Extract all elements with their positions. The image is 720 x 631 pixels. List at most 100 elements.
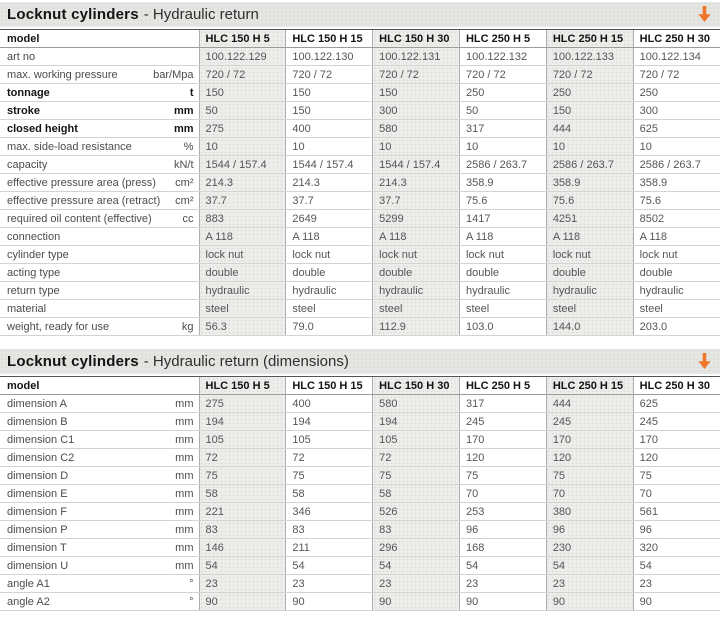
cell-value: hydraulic [632, 281, 720, 300]
cell-value: 23 [285, 574, 373, 593]
cell-value: 2586 / 263.7 [632, 155, 720, 174]
table-row: connection A 118 A 118 A 118 A 118 A 118 A 118 [0, 227, 720, 246]
cell-value: 296 [372, 538, 460, 557]
row-label-cell: mm dimension C2 [0, 448, 199, 467]
cell-value: 10 [632, 137, 720, 156]
cell-value: 150 [372, 83, 460, 102]
cell-value: 194 [372, 412, 460, 431]
row-unit: mm [173, 122, 194, 135]
row-label-cell: cm² effective pressure area (retract) [0, 191, 199, 210]
table-title: Locknut cylinders [7, 353, 139, 370]
cell-value: 245 [545, 412, 634, 431]
column-header: HLC 150 H 5 [198, 376, 286, 395]
cell-value: double [545, 263, 634, 282]
row-label-cell: mm dimension A [0, 394, 199, 413]
cell-value: 54 [372, 556, 460, 575]
table-row: kg weight, ready for use 56.3 79.0 112.9 103.… [0, 317, 720, 336]
cell-value: double [198, 263, 286, 282]
row-label: dimension E [7, 487, 68, 500]
cell-value: 253 [458, 502, 547, 521]
cell-value: 211 [285, 538, 373, 557]
cell-value: 10 [285, 137, 373, 156]
row-label: connection [7, 230, 61, 243]
spec-table: model HLC 150 H 5 HLC 150 H 15 HLC 150 H 30… [0, 376, 720, 611]
cell-value: 54 [198, 556, 286, 575]
cell-value: 90 [198, 592, 286, 611]
cell-value: A 118 [458, 227, 547, 246]
row-label-cell: ° angle A2 [0, 592, 199, 611]
cell-value: 58 [285, 484, 373, 503]
row-unit: mm [175, 487, 194, 500]
cell-value: 10 [458, 137, 547, 156]
cell-value: 883 [198, 209, 286, 228]
row-label-cell: mm dimension P [0, 520, 199, 539]
row-label: acting type [7, 266, 61, 279]
cell-value: steel [545, 299, 634, 318]
cell-value: 170 [632, 430, 720, 449]
cell-value: double [285, 263, 373, 282]
cell-value: 75.6 [545, 191, 634, 210]
row-label: dimension C2 [7, 451, 75, 464]
row-unit: cm² [175, 176, 194, 189]
cell-value: 75 [198, 466, 286, 485]
row-unit: mm [175, 505, 194, 518]
table-subtitle: - Hydraulic return (dimensions) [143, 353, 349, 370]
row-label: dimension F [7, 505, 67, 518]
row-unit: cc [182, 212, 194, 225]
down-arrow-icon [698, 353, 711, 369]
cell-value: 214.3 [372, 173, 460, 192]
cell-value: 150 [545, 101, 634, 120]
cell-value: double [632, 263, 720, 282]
row-label-cell: connection [0, 227, 199, 246]
cell-value: 54 [458, 556, 547, 575]
cell-value: 105 [198, 430, 286, 449]
cell-value: 214.3 [198, 173, 286, 192]
row-label-cell: mm dimension E [0, 484, 199, 503]
cell-value: lock nut [545, 245, 634, 264]
cell-value: 720 / 72 [632, 65, 720, 84]
cell-value: 105 [285, 430, 373, 449]
row-label: closed height [7, 122, 78, 135]
cell-value: 214.3 [285, 173, 373, 192]
row-label-cell: mm dimension U [0, 556, 199, 575]
row-label: art no [7, 50, 36, 63]
row-unit: mm [175, 397, 194, 410]
table-row: mm dimension F 221 346 526 253 380 561 [0, 502, 720, 521]
cell-value: 96 [545, 520, 634, 539]
cell-value: 75 [545, 466, 634, 485]
row-label: dimension D [7, 469, 69, 482]
row-label: effective pressure area (retract) [7, 194, 161, 207]
cell-value: 72 [198, 448, 286, 467]
row-label: dimension B [7, 415, 68, 428]
table-header-row: model HLC 150 H 5 HLC 150 H 15 HLC 150 H 30… [0, 376, 720, 395]
row-unit: cm² [175, 194, 194, 207]
row-label-cell: kN/t capacity [0, 155, 199, 174]
column-header: HLC 250 H 15 [545, 376, 634, 395]
table-row: mm stroke 50 150 300 50 150 300 [0, 101, 720, 120]
cell-value: 23 [632, 574, 720, 593]
table-subtitle: - Hydraulic return [143, 6, 259, 23]
cell-value: 400 [285, 394, 373, 413]
cell-value: 170 [458, 430, 547, 449]
row-label-cell: kg weight, ready for use [0, 317, 199, 336]
cell-value: 720 / 72 [458, 65, 547, 84]
column-header: HLC 250 H 15 [545, 29, 634, 48]
cell-value: 100.122.134 [632, 47, 720, 66]
cell-value: 83 [372, 520, 460, 539]
cell-value: steel [372, 299, 460, 318]
cell-value: 245 [458, 412, 547, 431]
row-label: capacity [7, 158, 48, 171]
row-label: dimension A [7, 397, 67, 410]
cell-value: 625 [632, 394, 720, 413]
table-row: mm dimension E 58 58 58 70 70 70 [0, 484, 720, 503]
row-label: required oil content (effective) [7, 212, 152, 225]
cell-value: 250 [458, 83, 547, 102]
row-label: angle A1 [7, 577, 50, 590]
cell-value: 37.7 [372, 191, 460, 210]
cell-value: 100.122.132 [458, 47, 547, 66]
table-row: mm dimension B 194 194 194 245 245 245 [0, 412, 720, 431]
row-label: effective pressure area (press) [7, 176, 156, 189]
cell-value: 75.6 [632, 191, 720, 210]
cell-value: 2649 [285, 209, 373, 228]
cell-value: 168 [458, 538, 547, 557]
